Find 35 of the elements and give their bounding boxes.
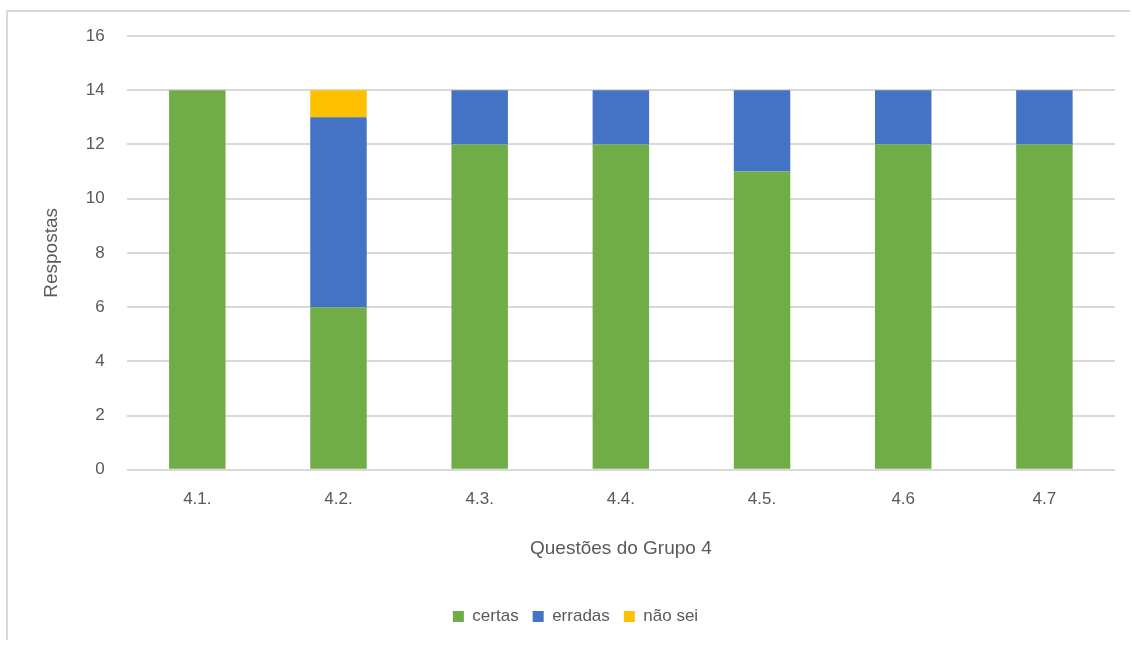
y-axis-title: Respostas xyxy=(39,208,61,298)
y-tick-label: 4 xyxy=(95,351,105,371)
x-tick-label: 4.1. xyxy=(183,488,212,508)
x-tick-label: 4.5. xyxy=(747,488,777,508)
bar xyxy=(874,144,932,469)
y-tick-label: 10 xyxy=(85,188,105,208)
legend-label: não sei xyxy=(643,606,699,626)
y-tick-label: 8 xyxy=(95,242,105,262)
bar xyxy=(874,90,932,145)
x-tick-label: 4.4. xyxy=(606,488,636,508)
y-tick-label: 6 xyxy=(95,296,105,316)
bar xyxy=(733,171,791,469)
bar xyxy=(169,90,226,469)
bar xyxy=(310,117,367,308)
y-tick-label: 14 xyxy=(85,79,105,99)
bar xyxy=(1016,90,1073,145)
bar xyxy=(1016,144,1073,469)
bar xyxy=(592,144,650,469)
bar xyxy=(310,90,367,118)
legend-label: erradas xyxy=(552,606,610,626)
x-tick-label: 4.3. xyxy=(465,488,494,508)
x-tick-label: 4.2. xyxy=(324,488,353,508)
x-axis-title: Questões do Grupo 4 xyxy=(530,536,713,558)
legend-label: certas xyxy=(472,606,519,626)
bar xyxy=(451,144,508,469)
bar xyxy=(451,90,508,145)
bar xyxy=(592,90,650,145)
y-tick-label: 0 xyxy=(95,459,105,479)
bar xyxy=(310,307,367,469)
y-tick-label: 2 xyxy=(95,405,105,425)
y-tick-label: 12 xyxy=(85,134,105,154)
x-tick-label: 4.6 xyxy=(891,488,916,508)
x-tick-label: 4.7 xyxy=(1032,488,1057,508)
bar xyxy=(733,90,791,172)
y-tick-label: 16 xyxy=(85,25,105,45)
